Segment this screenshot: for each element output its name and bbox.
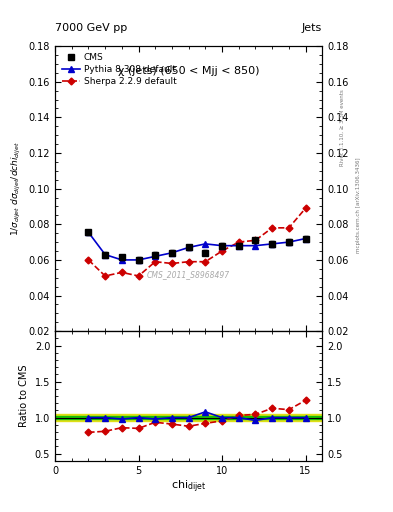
Bar bbox=[55, 416, 322, 419]
Text: Jets: Jets bbox=[302, 23, 322, 33]
Text: χ (jets) (650 < Mjj < 850): χ (jets) (650 < Mjj < 850) bbox=[118, 66, 259, 76]
Bar bbox=[55, 414, 322, 421]
Text: mcplots.cern.ch [arXiv:1306.3436]: mcplots.cern.ch [arXiv:1306.3436] bbox=[356, 157, 361, 252]
Y-axis label: $1/\sigma_{dijet}\ d\sigma_{dijet}/dchi_{dijet}$: $1/\sigma_{dijet}\ d\sigma_{dijet}/dchi_… bbox=[10, 141, 23, 236]
Text: Rivet 3.1.10, ≥ 3.3M events: Rivet 3.1.10, ≥ 3.3M events bbox=[340, 90, 345, 166]
Text: 7000 GeV pp: 7000 GeV pp bbox=[55, 23, 127, 33]
Legend: CMS, Pythia 8.308 default, Sherpa 2.2.9 default: CMS, Pythia 8.308 default, Sherpa 2.2.9 … bbox=[59, 51, 179, 89]
Text: CMS_2011_S8968497: CMS_2011_S8968497 bbox=[147, 270, 230, 279]
X-axis label: chi$_\mathregular{dijet}$: chi$_\mathregular{dijet}$ bbox=[171, 478, 206, 495]
Y-axis label: Ratio to CMS: Ratio to CMS bbox=[19, 365, 29, 427]
